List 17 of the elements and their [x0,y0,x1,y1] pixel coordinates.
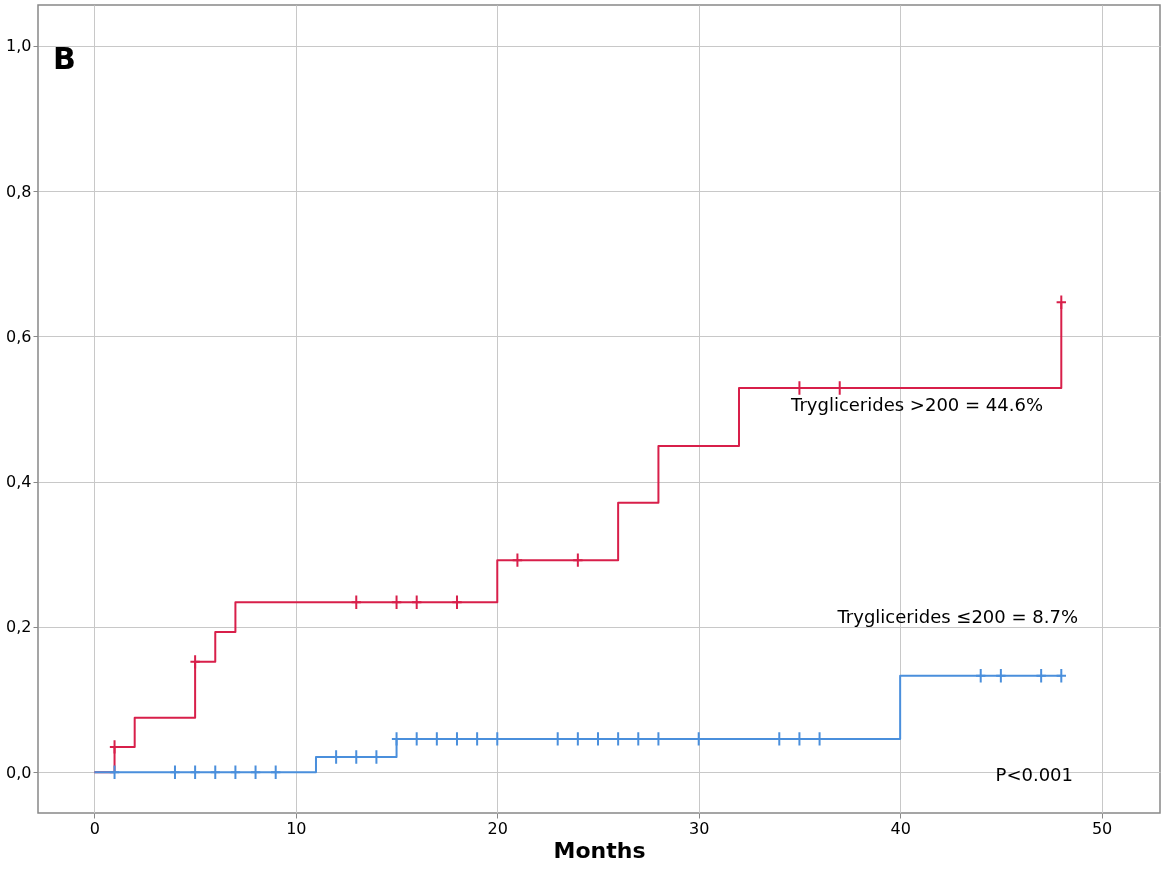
y-tick-label: 0,6 [6,326,32,346]
x-tick-label: 50 [1091,818,1113,838]
x-tick-label: 20 [487,818,508,838]
y-tick-label: 0,0 [6,762,32,782]
x-tick-label: 40 [890,818,911,838]
x-tick-label: 10 [286,818,307,838]
y-tick-label: 0,4 [6,472,32,492]
x-tick-label: 30 [689,818,710,838]
x-axis-title: Months [553,837,646,863]
annotation: Tryglicerides ≤200 = 8.7% [836,606,1078,627]
y-tick-label: 0,2 [6,617,32,637]
x-tick-label: 0 [89,818,100,838]
annotation: B [53,41,76,76]
y-tick-label: 1,0 [6,36,32,56]
annotation: Tryglicerides >200 = 44.6% [790,394,1043,415]
y-tick-label: 0,8 [6,181,32,201]
annotation: P<0.001 [995,764,1073,785]
